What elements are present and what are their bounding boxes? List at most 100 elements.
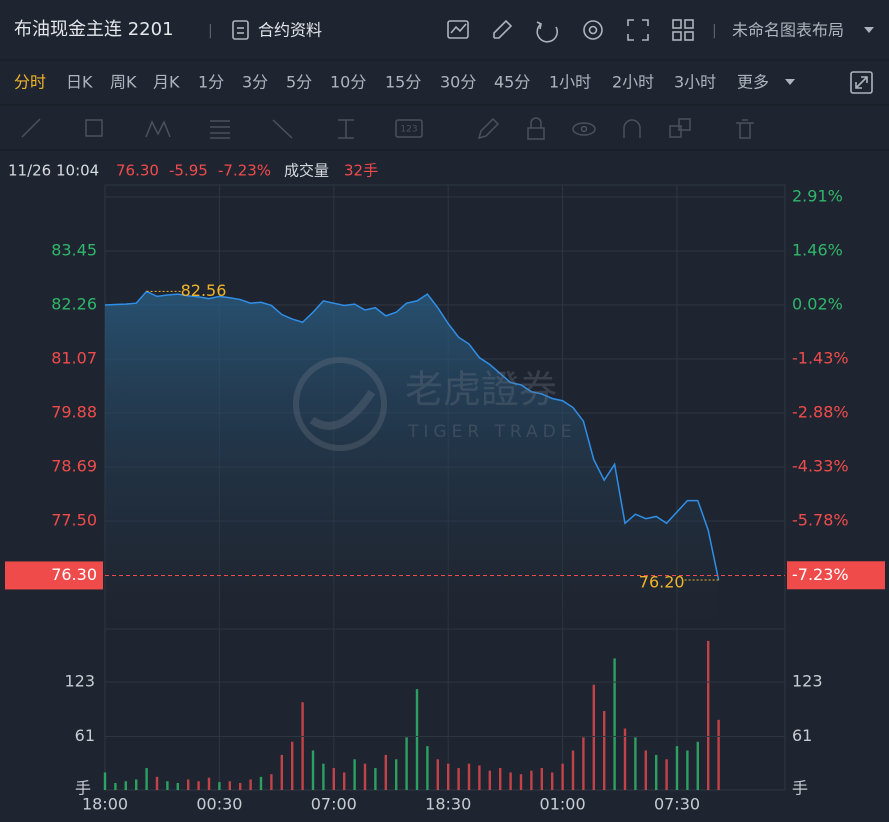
tool-icon[interactable]: [678, 118, 691, 131]
period-tab[interactable]: 周K: [110, 73, 137, 92]
tool-icon[interactable]: [338, 119, 354, 139]
period-tab[interactable]: 更多: [737, 73, 769, 92]
tool-icon[interactable]: [669, 125, 682, 138]
icon: [588, 25, 598, 35]
period-tab[interactable]: 2小时: [612, 73, 654, 92]
period-tab[interactable]: 3小时: [674, 73, 716, 92]
volume-bar: [145, 768, 148, 790]
volume-bar: [686, 750, 689, 790]
current-pct-tag: [787, 561, 885, 590]
volume-bar: [218, 782, 221, 790]
volume-bar: [374, 768, 377, 790]
volume-bar: [197, 781, 200, 790]
draw-button[interactable]: [493, 19, 513, 39]
icon: [672, 19, 682, 29]
y2-tick-label: 0.02%: [792, 294, 843, 313]
x-tick-label: 01:00: [540, 795, 586, 814]
x-tick-label: 00:30: [196, 795, 242, 814]
period-tab[interactable]: 30分: [440, 73, 476, 92]
reset-button[interactable]: [536, 21, 559, 43]
more-caret: [785, 79, 795, 85]
tool-icon[interactable]: [477, 117, 500, 140]
y-tick-label: 82.26: [51, 295, 97, 314]
volume-unit: 手: [75, 779, 91, 798]
y2-tick-label: -5.78%: [792, 511, 849, 530]
icon: [450, 23, 467, 34]
drawing-toolbar: 123: [21, 117, 754, 140]
volume-unit-right: 手: [792, 779, 808, 798]
tool-icon[interactable]: [272, 119, 293, 139]
price-line: [104, 290, 720, 581]
volume-bar: [551, 772, 554, 790]
tool-icon[interactable]: [736, 119, 754, 139]
volume-bar: [405, 737, 408, 790]
volume-bar: [665, 759, 668, 790]
period-tab[interactable]: 1分: [198, 73, 224, 92]
period-tab[interactable]: 15分: [385, 73, 421, 92]
y-tick-label: 79.88: [51, 403, 97, 422]
period-tab[interactable]: 5分: [286, 73, 312, 92]
min-label: 76.20: [639, 572, 685, 591]
y2-tick-label: 2.91%: [792, 187, 843, 206]
period-tab[interactable]: 分时: [14, 73, 46, 92]
tool-icon[interactable]: [530, 117, 542, 128]
icon: [861, 76, 868, 83]
tool-icon[interactable]: [527, 127, 545, 140]
expand-button[interactable]: [850, 71, 873, 94]
volume-bar: [395, 759, 398, 790]
period-tab[interactable]: 月K: [153, 73, 180, 92]
fullscreen-button[interactable]: [627, 19, 649, 41]
tool-icon[interactable]: [145, 120, 171, 138]
settings-button[interactable]: [583, 20, 603, 40]
tool-icon[interactable]: [21, 118, 41, 138]
volume-bar: [655, 754, 658, 790]
tool-icon[interactable]: [572, 122, 596, 136]
info-volume: 32手: [344, 162, 378, 180]
period-tab[interactable]: 45分: [494, 73, 530, 92]
layout-button[interactable]: [672, 19, 694, 41]
chart-type-button[interactable]: [447, 20, 469, 39]
volume-bar: [166, 781, 169, 790]
contract-info: 合约资料: [258, 21, 322, 40]
volume-bar: [457, 768, 460, 790]
period-tab[interactable]: 3分: [242, 73, 268, 92]
tool-icon[interactable]: [395, 119, 423, 138]
watermark-brand: 老虎證券: [405, 368, 557, 412]
volume-bar: [135, 779, 138, 790]
volume-bar: [571, 750, 575, 790]
volume-bar: [311, 750, 315, 790]
period-tab[interactable]: 1小时: [549, 73, 591, 92]
icon: [536, 23, 559, 43]
volume-bar: [488, 770, 491, 790]
y-tick-label: 77.50: [51, 511, 97, 530]
volume-bar: [634, 737, 637, 790]
dropdown-caret: [864, 27, 874, 33]
layout-name[interactable]: 未命名图表布局: [732, 21, 844, 40]
tool-icon[interactable]: [85, 119, 103, 137]
tool-icon[interactable]: [623, 119, 641, 138]
volume-bar: [519, 774, 523, 790]
volume-bar: [613, 658, 616, 790]
volume-bar: [603, 711, 606, 790]
volume-bar: [675, 746, 679, 790]
volume-bar: [301, 702, 304, 790]
period-tab[interactable]: 10分: [330, 73, 366, 92]
separator: |: [208, 23, 213, 39]
volume-bar: [353, 759, 356, 790]
number-tool: 123: [400, 125, 417, 135]
volume-bar: [644, 750, 647, 790]
tool-icon[interactable]: [580, 125, 588, 133]
icon: [855, 76, 868, 89]
period-tab[interactable]: 日K: [66, 73, 93, 92]
volume-bar: [270, 774, 273, 790]
contract-info-button[interactable]: 合约资料: [232, 20, 322, 40]
volume-bar: [696, 741, 699, 790]
tool-icon[interactable]: [210, 120, 230, 139]
watermark-logo: [293, 357, 387, 451]
icon: [855, 82, 862, 89]
current-price: 76.30: [51, 565, 97, 584]
volume-bar: [187, 779, 190, 790]
plot: [103, 184, 786, 791]
current-pct: -7.23%: [792, 565, 849, 584]
